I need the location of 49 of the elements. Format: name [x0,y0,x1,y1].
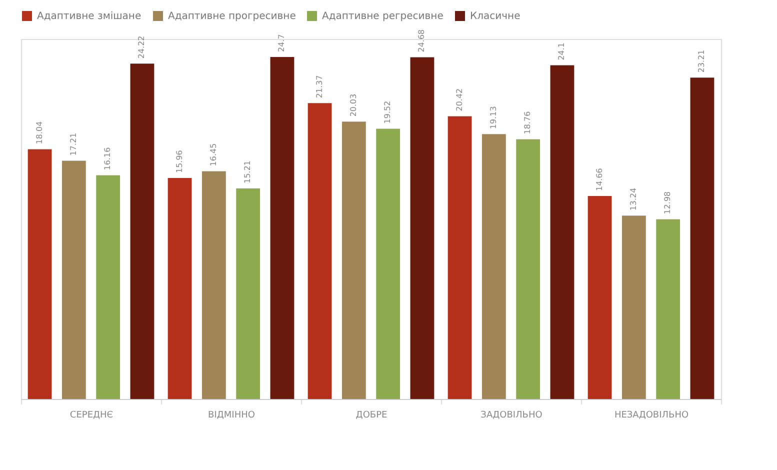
bar [588,196,612,399]
bar [168,178,192,399]
bar [550,65,574,399]
legend-label: Класичне [470,11,520,22]
bar [236,188,260,399]
bar [342,122,366,399]
data-label: 24.68 [417,29,426,52]
data-label: 18.04 [34,121,44,144]
bar [202,171,226,399]
data-label: 13.24 [628,188,638,211]
bar [376,128,400,399]
data-label: 16.45 [208,143,218,166]
legend-label: Адаптивне регресивне [322,11,444,22]
bar [308,103,332,399]
bar [516,139,540,399]
legend-label: Адаптивне змішане [37,11,142,22]
data-label: 15.21 [243,160,252,184]
data-label: 21.37 [314,75,324,98]
bar [482,134,506,399]
bar [270,57,294,399]
data-label: 24.1 [557,42,566,60]
bar [622,216,646,399]
x-tick-label: ДОБРЕ [356,410,388,420]
data-label: 20.03 [348,94,358,117]
data-label: 19.13 [488,106,498,130]
x-tick-label: СЕРЕДНЄ [70,410,114,420]
data-label: 24.7 [277,34,286,52]
bar [690,78,714,399]
x-tick-label: НЕЗАДОВІЛЬНО [614,410,689,420]
bar [656,219,680,399]
x-tick-label: ВІДМІННО [208,410,255,420]
data-label: 19.52 [383,100,392,124]
legend-label: Адаптивне прогресивне [168,11,296,22]
bar [410,57,434,399]
bar [28,149,52,399]
data-label: 16.16 [103,147,112,170]
data-label: 15.96 [174,150,184,174]
bar [448,116,472,399]
data-label: 18.76 [523,111,532,134]
data-label: 24.22 [137,36,146,59]
data-label: 14.66 [594,168,604,192]
data-label: 23.21 [697,50,706,73]
bar [130,64,154,399]
bar [62,160,86,399]
x-tick-label: ЗАДОВІЛЬНО [480,410,542,420]
data-label: 20.42 [454,88,464,112]
data-label: 12.98 [663,191,672,214]
bar [96,175,120,399]
data-label: 17.21 [68,132,78,156]
